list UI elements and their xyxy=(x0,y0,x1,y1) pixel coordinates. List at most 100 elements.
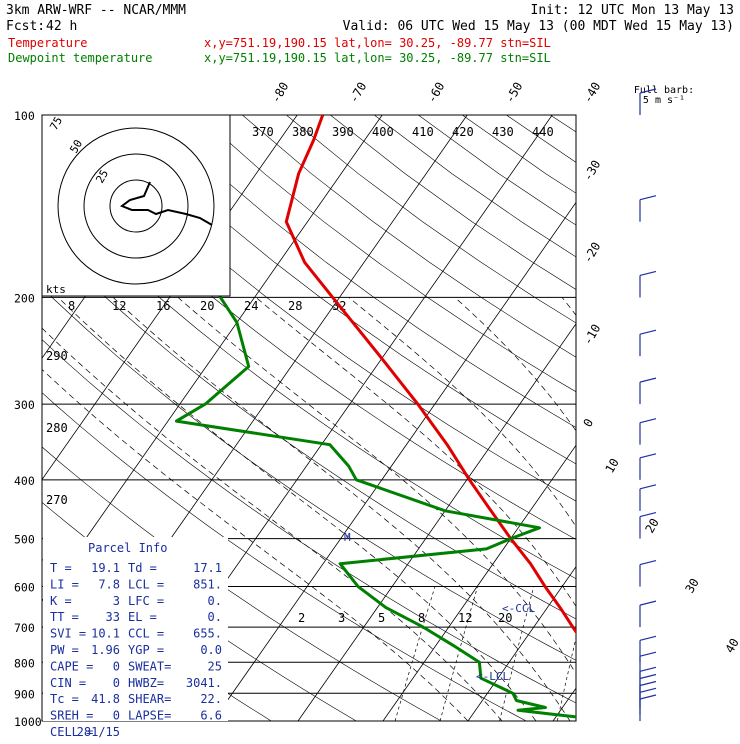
parcel-info-cell: CIN = xyxy=(50,676,86,690)
pressure-tick-label: 1000 xyxy=(14,715,42,729)
wind-barb-flag xyxy=(639,651,657,657)
mixing-ratio-label: 12 xyxy=(458,611,472,625)
pressure-tick-label: 700 xyxy=(14,621,35,635)
wind-barb-flag xyxy=(639,511,657,518)
ccl-marker: <-CCL xyxy=(502,602,535,615)
isotherm-line xyxy=(297,323,576,721)
hodograph-ring-label-75: 75 xyxy=(47,115,65,133)
wind-barb-flag xyxy=(639,270,657,277)
parcel-info-cell: 281/15 xyxy=(77,725,120,739)
wind-barb-flag xyxy=(639,559,657,566)
parcel-info-cell: 0 xyxy=(113,709,120,723)
parcel-info-cell: LI = xyxy=(50,577,79,591)
moist-adiabat-line xyxy=(42,327,503,721)
pressure-tick-label: 500 xyxy=(14,533,35,547)
isotherm-right-label: -10 xyxy=(580,322,603,348)
model-title: 3km ARW-WRF -- NCAR/MMM xyxy=(6,3,186,18)
parcel-info-cell: 0. xyxy=(208,610,222,624)
parcel-info-cell: TT = xyxy=(50,610,79,624)
legend-dewpoint-info: x,y=751.19,190.15 lat,lon= 30.25, -89.77… xyxy=(204,51,551,65)
hodograph-ring-label-50: 50 xyxy=(67,138,85,156)
parcel-info-cell: 851. xyxy=(193,577,222,591)
dewpoint-profile xyxy=(159,115,576,719)
mixing-ratio-line xyxy=(394,586,436,721)
parcel-info-cell: LCL = xyxy=(128,577,164,591)
parcel-info-cell: 3041. xyxy=(186,676,222,690)
hodograph-unit-label: kts xyxy=(46,283,66,296)
barb-key-label: Full barb: xyxy=(634,85,694,96)
theta-label: 370 xyxy=(252,125,274,139)
moist-adiabat-line xyxy=(348,297,576,528)
parcel-info-cell: 0.0 xyxy=(200,643,222,657)
mixing-ratio-row-label: 28 xyxy=(288,299,302,313)
dry-adiabat-line xyxy=(154,115,576,428)
hodograph-ring-25 xyxy=(109,179,163,233)
parcel-info-cell: YGP = xyxy=(128,643,164,657)
dry-adiabat-line xyxy=(374,115,576,258)
mixing-ratio-line xyxy=(678,587,702,721)
dry-adiabat-line xyxy=(110,115,576,465)
isotherm-bottom-label: 10 xyxy=(602,456,621,476)
isotherm-line xyxy=(212,201,576,721)
parcel-info-cell: 3 xyxy=(113,594,120,608)
wind-barb-flag xyxy=(639,88,657,94)
parcel-info-cell: 19.1 xyxy=(91,561,120,575)
mixing-ratio-line xyxy=(556,636,576,721)
theta-label-left: 290 xyxy=(46,349,68,363)
pressure-tick-label: 400 xyxy=(14,474,35,488)
theta-label: 430 xyxy=(492,125,514,139)
isotherm-top-label: -70 xyxy=(346,80,369,106)
mixing-ratio-row-label: 16 xyxy=(156,299,170,313)
legend-temperature: Temperature xyxy=(8,36,87,50)
parcel-info-cell: SHEAR= xyxy=(128,692,171,706)
isotherm-top-label: -50 xyxy=(502,80,525,106)
valid-time: Valid: 06 UTC Wed 15 May 13 (00 MDT Wed … xyxy=(343,19,734,34)
pressure-tick-label: 900 xyxy=(14,687,35,701)
isotherm-line xyxy=(467,566,576,721)
parcel-info-cell: 655. xyxy=(193,627,222,641)
legend-temperature-info: x,y=751.19,190.15 lat,lon= 30.25, -89.77… xyxy=(204,36,551,50)
mixing-ratio-row-label: 24 xyxy=(244,299,258,313)
parcel-info-box: Parcel Info T = 19.1 Td = 17.1 LI = 7.8 LCL = 8… xyxy=(43,537,228,739)
wind-barb-flag xyxy=(639,635,657,641)
isotherm-right-label: -20 xyxy=(580,240,603,266)
theta-label: 440 xyxy=(532,125,554,139)
parcel-info-cell: K = xyxy=(50,594,72,608)
mixing-ratio-row-label: 12 xyxy=(112,299,126,313)
wind-barb-flag xyxy=(639,600,657,606)
wind-barb-flag xyxy=(639,680,657,687)
parcel-info-cell: 25 xyxy=(208,659,222,673)
legend-dewpoint: Dewpoint temperature xyxy=(8,51,153,65)
parcel-info-cell: T = xyxy=(50,561,72,575)
dry-adiabat-line xyxy=(418,115,576,226)
pressure-tick-label: 800 xyxy=(14,656,35,670)
parcel-info-cell: 0 xyxy=(113,659,120,673)
parcel-info-cell: 7.8 xyxy=(98,577,120,591)
dry-adiabat-line xyxy=(198,115,576,393)
mixing-ratio-line xyxy=(610,587,638,721)
wind-barb-flag xyxy=(639,687,657,693)
mixing-ratio-label: 2 xyxy=(298,611,305,625)
parcel-info-cell: 33 xyxy=(106,610,120,624)
theta-label: 390 xyxy=(332,125,354,139)
parcel-info-cell: CELL = xyxy=(50,725,93,739)
pressure-tick-label: 300 xyxy=(14,398,35,412)
parcel-info-cell: LAPSE= xyxy=(128,709,171,723)
isotherm-bottom-label: 20 xyxy=(642,516,661,536)
mixing-ratio-label: 8 xyxy=(418,611,425,625)
wind-barb-flag xyxy=(639,484,657,490)
hodograph-ring-75 xyxy=(57,127,215,285)
init-time: Init: 12 UTC Mon 13 May 13 xyxy=(531,3,735,18)
theta-label: 400 xyxy=(372,125,394,139)
theta-label-left: 280 xyxy=(46,421,68,435)
isotherm-bottom-label: 30 xyxy=(682,576,701,596)
hodograph-ring-50 xyxy=(83,153,189,259)
mixing-ratio-row-label: 20 xyxy=(200,299,214,313)
parcel-info-cell: CCL = xyxy=(128,627,164,641)
parcel-info-cell: 41.8 xyxy=(91,692,120,706)
mixing-ratio-line xyxy=(439,586,478,721)
parcel-info-cell: 22. xyxy=(200,692,222,706)
moist-adiabat-line xyxy=(177,297,576,675)
parcel-info-cell: SVI = xyxy=(50,627,86,641)
